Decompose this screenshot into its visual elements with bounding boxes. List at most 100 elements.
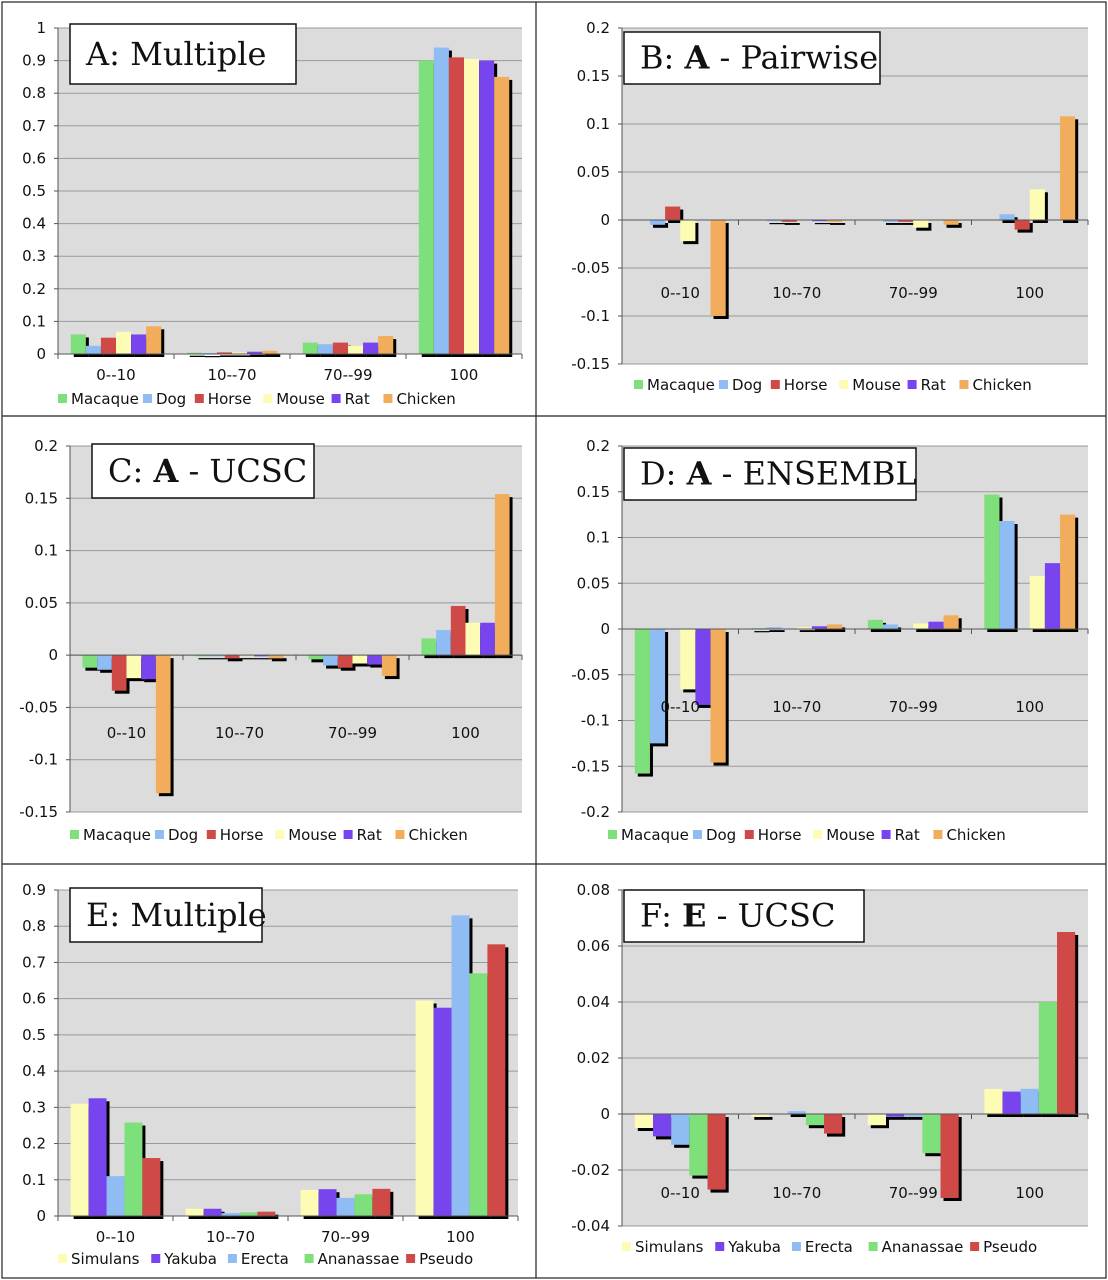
- bar-yakuba-100: [1002, 1091, 1021, 1114]
- y-tick-label: 0.6: [22, 990, 46, 1008]
- panel-title-part: - UCSC: [178, 452, 307, 490]
- legend-swatch-chicken: [395, 830, 405, 839]
- legend-label-dog: Dog: [156, 390, 186, 408]
- bar-mouse-100: [464, 58, 480, 354]
- legend-label-erecta: Erecta: [241, 1250, 289, 1268]
- bar-pseudo-100: [487, 944, 506, 1216]
- y-tick-label: 0.4: [22, 215, 46, 233]
- legend-label-chicken: Chicken: [972, 376, 1031, 394]
- chart-a: 0 0.1 0.2 0.3 0.4 0.5 0.6 0.7 0.8 0.9 1 0--10 10--70…: [22, 19, 523, 408]
- category-label: 100: [1015, 284, 1044, 302]
- bar-macaque-100: [421, 638, 437, 656]
- chart-c: -0.15 -0.1 -0.05 0 0.05 0.1 0.15 0.2 0--10 10--70…: [19, 437, 523, 844]
- panel-d: -0.2 -0.15 -0.1 -0.05 0 0.05 0.1 0.15 0.2 0--10 10…: [538, 418, 1104, 862]
- y-tick-label: -0.15: [571, 355, 610, 373]
- panel-title-part: - ENSEMBL: [711, 455, 916, 493]
- bar-chicken-0-10: [710, 220, 726, 316]
- legend-swatch-rat: [907, 380, 917, 389]
- bar-macaque-70-99: [867, 619, 883, 629]
- y-tick-label: 0.06: [577, 937, 610, 955]
- category-label: 10--70: [772, 698, 821, 716]
- bar-ananassae-70-99: [354, 1194, 373, 1216]
- bar-ananassae-10-70: [239, 1212, 258, 1216]
- bar-macaque-70-99: [302, 342, 318, 354]
- bar-chicken-100: [494, 76, 510, 355]
- y-tick-label: 0.3: [22, 1098, 46, 1116]
- bar-pseudo-70-99: [372, 1188, 391, 1216]
- y-tick-label: 0.2: [586, 19, 610, 37]
- y-tick-label: 0.15: [577, 483, 610, 501]
- bar-horse-100: [450, 605, 466, 656]
- legend-swatch-chicken: [383, 394, 393, 403]
- bar-dog-100: [433, 47, 449, 355]
- bar-shadow: [814, 223, 831, 225]
- panel-title: C: A - UCSC: [108, 452, 307, 490]
- y-tick-label: 0.2: [586, 437, 610, 455]
- legend-label-macaque: Macaque: [621, 826, 689, 844]
- panel-title-part: A: [686, 455, 713, 493]
- bar-ananassae-0-10: [124, 1122, 143, 1216]
- bar-horse-100: [448, 57, 464, 355]
- bar-dog-100: [436, 630, 451, 656]
- category-label: 0--10: [96, 1228, 135, 1246]
- legend-label-mouse: Mouse: [826, 826, 875, 844]
- panel-title-part: - Pairwise: [709, 39, 878, 77]
- bar-shadow: [888, 1117, 908, 1120]
- panel-title-part: - UCSC: [706, 897, 835, 935]
- category-label: 10--70: [772, 1184, 821, 1202]
- bar-ananassae-0-10: [689, 1114, 708, 1176]
- y-tick-label: 0.05: [577, 163, 610, 181]
- bar-simulans-0-10: [634, 1114, 653, 1128]
- panel-e: 0 0.1 0.2 0.3 0.4 0.5 0.6 0.7 0.8 0.9 0--10 10--70 7…: [4, 866, 534, 1276]
- bar-mouse-70-99: [913, 220, 929, 228]
- y-tick-label: 0.15: [25, 489, 58, 507]
- panel-title-part: A: [152, 452, 179, 490]
- legend-swatch-yakuba: [715, 1242, 725, 1251]
- bar-shadow: [219, 355, 235, 357]
- y-tick-label: 0.05: [25, 594, 58, 612]
- legend-swatch-macaque: [70, 830, 79, 839]
- legend-swatch-erecta: [227, 1254, 237, 1263]
- y-tick-label: -0.1: [581, 712, 610, 730]
- bar-dog-100: [999, 214, 1015, 220]
- panel-a: 0 0.1 0.2 0.3 0.4 0.5 0.6 0.7 0.8 0.9 1 0--10 10--70…: [4, 4, 534, 414]
- chart-e: 0 0.1 0.2 0.3 0.4 0.5 0.6 0.7 0.8 0.9 0--10 10--70 7…: [22, 881, 519, 1268]
- panel-title: E: Multiple: [86, 896, 267, 934]
- y-tick-label: 0.1: [586, 115, 610, 133]
- legend-swatch-mouse: [839, 380, 849, 389]
- legend-label-dog: Dog: [706, 826, 736, 844]
- bar-pseudo-70-99: [940, 1114, 959, 1198]
- bar-shadow: [204, 356, 220, 358]
- bar-dog-100: [999, 521, 1015, 629]
- y-tick-label: 0.2: [22, 280, 46, 298]
- y-tick-label: 0: [600, 620, 610, 638]
- y-tick-label: -0.05: [19, 698, 58, 716]
- legend-label-rat: Rat: [921, 376, 946, 394]
- bar-shadow: [769, 630, 785, 632]
- y-tick-label: 0.7: [22, 953, 46, 971]
- bar-rat-70-99: [928, 621, 944, 629]
- bar-chicken-100: [1060, 514, 1076, 629]
- legend-label-macaque: Macaque: [83, 826, 151, 844]
- y-tick-label: 0.7: [22, 117, 46, 135]
- bar-shadow: [224, 1216, 243, 1219]
- panel-title: D: A - ENSEMBL: [640, 455, 917, 493]
- legend-label-yakuba: Yakuba: [727, 1238, 781, 1256]
- y-tick-label: 0: [36, 1207, 46, 1225]
- bar-mouse-0-10: [680, 220, 696, 242]
- panel-title-part: A: [683, 39, 710, 77]
- y-tick-label: 0.5: [22, 182, 46, 200]
- y-tick-label: -0.05: [571, 259, 610, 277]
- bar-erecta-100: [451, 915, 470, 1216]
- legend-swatch-mouse: [275, 830, 285, 839]
- bar-rat-100: [480, 622, 495, 656]
- chart-d: -0.2 -0.15 -0.1 -0.05 0 0.05 0.1 0.15 0.2 0--10 10…: [571, 437, 1089, 844]
- bar-dog-70-99: [317, 344, 333, 354]
- y-tick-label: 0.6: [22, 149, 46, 167]
- panel-title-part: B:: [640, 39, 684, 77]
- category-label: 100: [1015, 1184, 1044, 1202]
- legend-label-horse: Horse: [758, 826, 802, 844]
- bar-mouse-70-99: [348, 345, 364, 354]
- bar-shadow: [250, 354, 266, 357]
- y-tick-label: 0.1: [22, 1171, 46, 1189]
